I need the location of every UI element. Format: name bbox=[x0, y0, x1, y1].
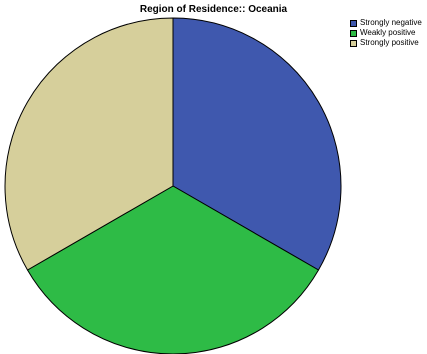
legend-swatch bbox=[350, 39, 357, 47]
legend-swatch bbox=[350, 19, 357, 27]
legend-item-weakly-positive: Weakly positive bbox=[350, 28, 422, 38]
pie-slice-strongly-negative bbox=[172, 17, 342, 271]
legend-item-strongly-positive: Strongly positive bbox=[350, 38, 422, 48]
pie-slice-strongly-positive bbox=[4, 17, 174, 271]
legend: Strongly negative Weakly positive Strong… bbox=[350, 18, 422, 48]
legend-swatch bbox=[350, 29, 357, 37]
legend-label: Strongly negative bbox=[360, 18, 422, 27]
legend-label: Weakly positive bbox=[360, 28, 416, 37]
legend-label: Strongly positive bbox=[360, 38, 419, 47]
chart-title: Region of Residence:: Oceania bbox=[139, 4, 288, 15]
legend-item-strongly-negative: Strongly negative bbox=[350, 18, 422, 28]
